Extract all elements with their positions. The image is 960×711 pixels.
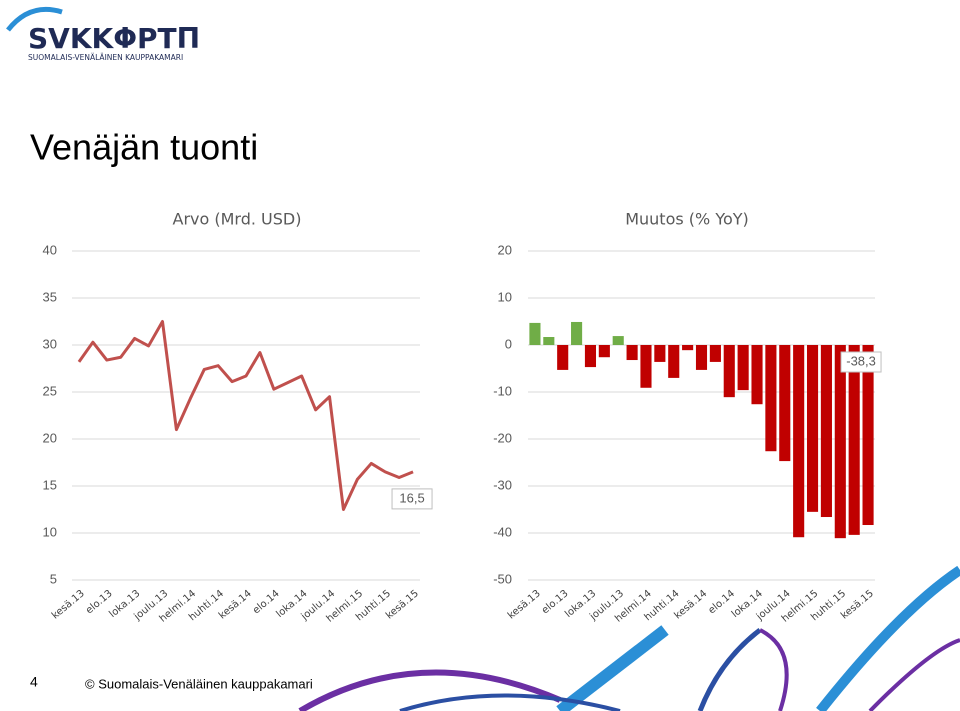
decoration [298,565,960,711]
y-tick-label: 35 [43,289,57,304]
y-tick-label: 30 [43,336,57,351]
logo-name: SVKKΦPTΠ [28,22,200,55]
page-number: 4 [30,674,38,690]
y-tick-label: 25 [43,383,57,398]
y-tick-label: -40 [493,524,512,539]
bar [709,345,721,362]
bar [668,345,680,378]
line [77,320,414,511]
bar [529,322,541,345]
bar [695,345,708,370]
bar [682,345,694,351]
bar [640,345,652,388]
x-tick-label: kesä.13 [50,588,87,621]
y-tick-label: 0 [505,336,512,351]
bar [557,345,569,370]
logo-subtitle: SUOMALAIS-VENÄLÄINEN KAUPPAKAMARI [28,53,183,62]
y-tick-label: 20 [43,430,57,445]
bar [806,345,819,512]
bar [765,345,777,452]
y-tick-label: -50 [493,571,512,586]
chart-title: Arvo (Mrd. USD) [173,210,302,229]
slide-title: Venäjän tuonti [30,127,258,168]
x-tick-label: kesä.13 [506,588,543,621]
bar [584,345,597,368]
bar [737,345,749,391]
bar [626,345,638,361]
bar [793,345,805,538]
bar [862,345,874,526]
y-tick-label: 5 [50,571,57,586]
bar [654,345,666,362]
y-tick-label: 20 [498,242,512,257]
bar [543,337,555,345]
bar [834,345,846,539]
bar [598,345,610,358]
chart-title: Muutos (% YoY) [625,210,749,229]
data-label-box [840,351,882,373]
data-label: -38,3 [846,353,876,368]
y-tick-label: 40 [43,242,57,257]
y-tick-label: 10 [43,524,57,539]
bar [820,345,832,518]
y-tick-label: -20 [493,430,512,445]
y-tick-label: 15 [43,477,57,492]
data-label-box [391,488,433,510]
data-label: 16,5 [399,490,424,505]
copyright: © Suomalais-Venäläinen kauppakamari [85,676,313,691]
bar [751,345,763,405]
bar [848,345,860,535]
y-tick-label: -10 [493,383,512,398]
bar [723,345,735,398]
bar [779,345,791,462]
y-tick-label: 10 [498,289,512,304]
logo-swoosh [6,6,63,32]
bar [571,321,583,345]
y-tick-label: -30 [493,477,512,492]
bar [612,336,624,345]
